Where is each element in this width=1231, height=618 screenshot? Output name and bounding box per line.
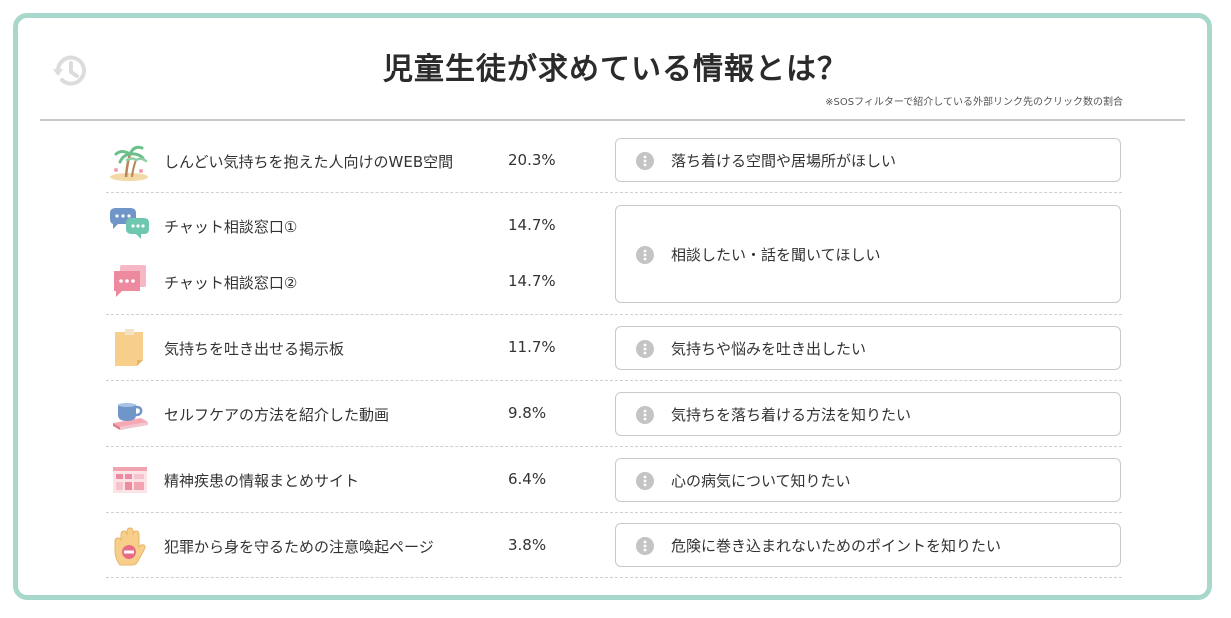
- row-divider: [106, 314, 1122, 315]
- info-dots-icon: [636, 152, 654, 170]
- card-frame: [13, 13, 1212, 600]
- need-box: 落ち着ける空間や居場所がほしい: [615, 138, 1121, 182]
- click-percent: 20.3%: [508, 151, 556, 169]
- sticky-note-icon: [115, 329, 143, 366]
- need-box: 気持ちを落ち着ける方法を知りたい: [615, 392, 1121, 436]
- resource-name: 犯罪から身を守るための注意喚起ページ: [164, 538, 434, 556]
- click-percent: 14.7%: [508, 272, 556, 290]
- resource-name: チャット相談窓口②: [164, 274, 298, 292]
- footnote: ※SOSフィルターで紹介している外部リンク先のクリック数の割合: [825, 97, 1123, 108]
- need-text: 相談したい・話を聞いてほしい: [671, 246, 881, 264]
- info-dots-icon: [636, 406, 654, 424]
- page-title: 児童生徒が求めている情報とは？: [383, 52, 848, 87]
- header-divider: [40, 119, 1185, 121]
- need-text: 気持ちや悩みを吐き出したい: [671, 340, 867, 358]
- click-percent: 3.8%: [508, 536, 547, 554]
- row-divider: [106, 380, 1122, 381]
- info-dots-icon: [636, 340, 654, 358]
- click-percent: 14.7%: [508, 216, 556, 234]
- need-box: 危険に巻き込まれないためのポイントを知りたい: [615, 523, 1121, 567]
- palm-island-icon: [110, 145, 148, 181]
- info-dots-icon: [636, 472, 654, 490]
- need-text: 落ち着ける空間や居場所がほしい: [671, 152, 897, 170]
- info-dots-icon: [636, 246, 654, 264]
- teacup-book-icon: [113, 403, 148, 430]
- history-icon[interactable]: [50, 50, 92, 92]
- need-box: 相談したい・話を聞いてほしい: [615, 205, 1121, 303]
- resource-name: 気持ちを吐き出せる掲示板: [164, 340, 345, 358]
- resource-name: セルフケアの方法を紹介した動画: [164, 406, 390, 424]
- row-divider: [106, 512, 1122, 513]
- chat-card-icon: [114, 265, 146, 297]
- need-box: 気持ちや悩みを吐き出したい: [615, 326, 1121, 370]
- chat-bubbles-icon: [110, 208, 149, 239]
- need-box: 心の病気について知りたい: [615, 458, 1121, 502]
- click-percent: 9.8%: [508, 404, 547, 422]
- resource-name: 精神疾患の情報まとめサイト: [164, 472, 360, 490]
- resource-name: しんどい気持ちを抱えた人向けのWEB空間: [164, 153, 454, 171]
- click-percent: 11.7%: [508, 338, 556, 356]
- click-percent: 6.4%: [508, 470, 547, 488]
- website-grid-icon: [113, 467, 147, 493]
- need-text: 気持ちを落ち着ける方法を知りたい: [671, 406, 912, 424]
- resource-name: チャット相談窓口①: [164, 218, 298, 236]
- stop-hand-icon: [114, 527, 146, 566]
- need-text: 心の病気について知りたい: [671, 472, 851, 490]
- need-text: 危険に巻き込まれないためのポイントを知りたい: [671, 537, 1002, 555]
- row-divider: [106, 192, 1122, 193]
- row-divider: [106, 446, 1122, 447]
- info-dots-icon: [636, 537, 654, 555]
- row-divider: [106, 577, 1122, 578]
